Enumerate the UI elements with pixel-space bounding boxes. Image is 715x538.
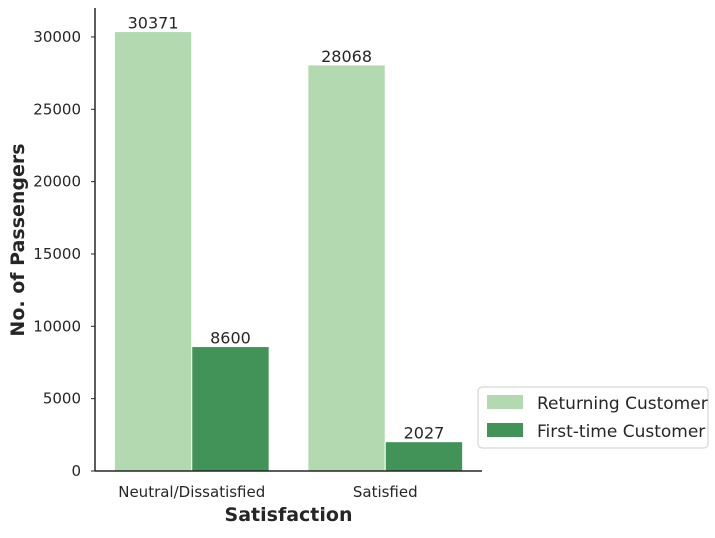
x-axis-ticks: Neutral/Dissatisfied Satisfied	[118, 483, 417, 501]
bar-value-label: 28068	[321, 47, 372, 66]
legend-label: Returning Customer	[537, 394, 708, 414]
x-axis-label: Satisfaction	[225, 504, 353, 526]
bar-value-label: 30371	[128, 14, 179, 33]
legend: Returning Customer First-time Customer	[477, 386, 709, 449]
bars-layer	[113, 31, 464, 472]
y-tick-label: 0	[71, 462, 81, 480]
y-axis-label: No. of Passengers	[7, 143, 29, 336]
bar-returning-0	[113, 31, 193, 472]
x-tick-label: Satisfied	[353, 483, 418, 501]
bar-first-time-1	[384, 441, 464, 472]
y-tick-label: 15000	[33, 245, 81, 263]
y-tick-label: 5000	[43, 390, 81, 408]
bar-labels-layer: 30371 8600 28068 2027	[128, 14, 445, 443]
y-tick-label: 25000	[33, 100, 81, 118]
y-tick-label: 30000	[33, 28, 81, 46]
legend-label: First-time Customer	[537, 422, 705, 442]
x-tick-label: Neutral/Dissatisfied	[118, 483, 265, 501]
bar-first-time-0	[191, 346, 270, 472]
y-tick-label: 20000	[33, 173, 81, 191]
bar-returning-1	[307, 64, 386, 472]
y-tick-label: 10000	[33, 317, 81, 335]
bar-value-label: 2027	[404, 424, 445, 443]
legend-swatch-returning	[487, 395, 523, 409]
legend-frame	[477, 386, 709, 449]
legend-swatch-first-time	[487, 423, 523, 437]
y-axis-ticks: 0 5000 10000 15000 20000 25000 30000	[33, 28, 95, 480]
bar-value-label: 8600	[210, 329, 251, 348]
